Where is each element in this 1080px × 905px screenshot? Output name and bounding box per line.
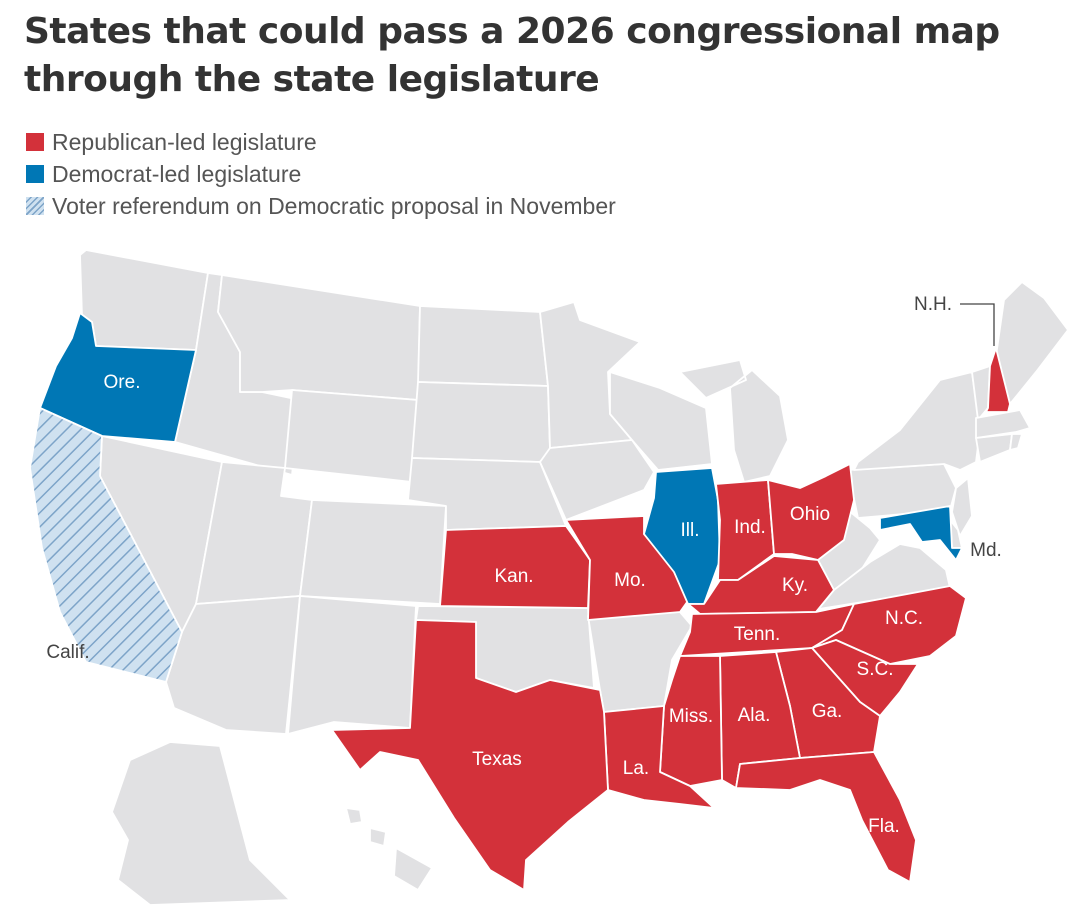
- label-new-hampshire: N.H.: [914, 294, 952, 315]
- label-oregon: Ore.: [104, 372, 141, 393]
- state-wisconsin: [609, 371, 713, 471]
- state-new-mexico: [287, 595, 417, 735]
- label-georgia: Ga.: [812, 701, 843, 722]
- label-kansas: Kan.: [494, 566, 533, 587]
- state-new-jersey: [951, 477, 973, 537]
- state-michigan: [679, 359, 789, 483]
- label-texas: Texas: [472, 749, 522, 770]
- state-maine: [995, 281, 1069, 405]
- state-texas: [331, 619, 609, 891]
- state-ohio: [767, 463, 855, 561]
- legend-item-republican: Republican-led legislature: [26, 126, 616, 158]
- map-title: States that could pass a 2026 congressio…: [24, 11, 1000, 100]
- legend-label-democrat: Democrat-led legislature: [52, 160, 302, 187]
- label-california: Calif.: [46, 642, 89, 663]
- legend-swatch-republican: [26, 133, 44, 151]
- legend-swatch-referendum: [26, 197, 44, 215]
- state-minnesota: [539, 301, 641, 449]
- label-louisiana: La.: [623, 758, 649, 779]
- state-hawaii: [345, 807, 433, 891]
- state-louisiana: [603, 705, 715, 809]
- state-massachusetts: [975, 409, 1031, 439]
- state-new-hampshire: [985, 347, 1011, 413]
- legend-item-democrat: Democrat-led legislature: [26, 158, 616, 190]
- state-oregon: [39, 312, 197, 443]
- legend-label-referendum: Voter referendum on Democratic proposal …: [52, 192, 616, 219]
- label-ohio: Ohio: [790, 504, 830, 525]
- label-maryland: Md.: [970, 540, 1002, 561]
- state-montana: [217, 274, 421, 401]
- state-washington: [79, 249, 209, 351]
- legend-label-republican: Republican-led legislature: [52, 128, 317, 155]
- state-alaska: [111, 741, 291, 905]
- legend-item-referendum: Voter referendum on Democratic proposal …: [26, 190, 616, 222]
- state-south-dakota: [411, 381, 551, 463]
- label-indiana: Ind.: [734, 517, 766, 538]
- state-rhode-island: [1009, 433, 1023, 451]
- state-colorado: [299, 499, 447, 605]
- state-connecticut: [975, 433, 1013, 463]
- label-south-carolina: S.C.: [857, 659, 894, 680]
- label-tennessee: Tenn.: [734, 624, 780, 645]
- state-florida: [735, 751, 917, 883]
- legend-swatch-democrat: [26, 165, 44, 183]
- label-mississippi: Miss.: [669, 706, 713, 727]
- state-wyoming: [284, 389, 419, 483]
- label-missouri: Mo.: [614, 570, 646, 591]
- state-north-carolina: [811, 585, 967, 665]
- nh-leader-line: [960, 303, 995, 346]
- label-illinois: Ill.: [681, 520, 700, 541]
- state-virginia: [799, 543, 951, 613]
- state-new-york: [853, 371, 981, 471]
- state-north-dakota: [417, 305, 549, 387]
- label-north-carolina: N.C.: [885, 608, 923, 629]
- label-alabama: Ala.: [738, 705, 771, 726]
- state-maryland: [879, 505, 963, 561]
- label-kentucky: Ky.: [782, 575, 808, 596]
- state-california: [29, 407, 183, 683]
- label-florida: Fla.: [868, 816, 900, 837]
- legend: Republican-led legislature Democrat-led …: [26, 126, 616, 222]
